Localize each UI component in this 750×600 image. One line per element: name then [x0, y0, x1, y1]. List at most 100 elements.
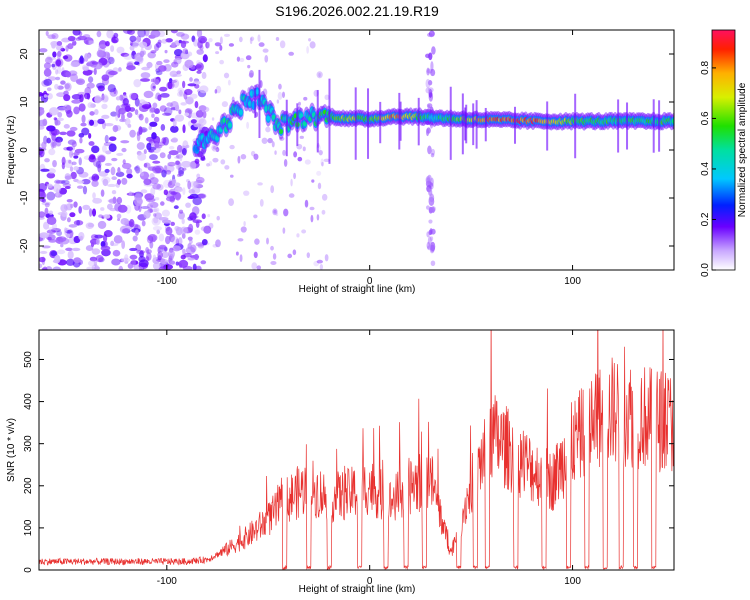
spectrogram-streak: [425, 53, 431, 59]
spectrogram-noise-blob: [178, 237, 183, 246]
spectrogram-noise-blob: [195, 110, 204, 118]
spectrogram-noise-blob: [180, 102, 187, 106]
spectrogram-noise-blob: [277, 91, 283, 100]
spectrogram-noise-blob: [223, 72, 230, 79]
spectrogram-noise-blob: [121, 147, 127, 153]
spectrogram-noise-blob: [124, 105, 132, 112]
spectrogram-noise-blob: [301, 229, 307, 234]
spectrogram-noise-blob: [65, 247, 73, 251]
spectrogram-noise-blob: [97, 155, 106, 163]
spectrogram-noise-blob: [124, 117, 131, 126]
spectrogram-noise-blob: [240, 154, 247, 160]
spectrogram-noise-blob: [151, 113, 155, 118]
spectrogram-noise-blob: [70, 203, 74, 209]
spectrogram-noise-blob: [243, 221, 246, 227]
spectrogram-noise-blob: [129, 254, 138, 260]
spectrogram-noise-blob: [44, 207, 49, 216]
spectrogram-noise-blob: [259, 199, 264, 207]
spectrogram-noise-blob: [56, 236, 67, 242]
spectrogram-noise-blob: [101, 93, 105, 101]
spectrogram-noise-blob: [257, 182, 263, 186]
spectrogram-noise-blob: [94, 234, 104, 239]
spectrogram-noise-blob: [253, 251, 258, 259]
snr-y-tick-label: 200: [23, 477, 34, 494]
spectrogram-noise-blob: [153, 207, 160, 213]
spectrogram-noise-blob: [158, 233, 165, 242]
spectrogram-noise-blob: [139, 50, 145, 58]
spectrogram-noise-blob: [104, 168, 110, 173]
spectrogram-noise-blob: [156, 60, 163, 66]
spectrogram-noise-blob: [108, 143, 117, 152]
spectrogram-noise-blob: [137, 30, 146, 38]
spectrogram-noise-blob: [39, 232, 49, 239]
spectrogram-noise-blob: [197, 243, 205, 249]
spectrogram-noise-blob: [161, 251, 169, 259]
spectrogram-noise-blob: [160, 201, 165, 206]
spectrogram-noise-blob: [302, 146, 306, 152]
spectrogram-noise-blob: [124, 254, 129, 262]
spectrogram-noise-blob: [46, 183, 53, 189]
spectrogram-noise-blob: [173, 48, 183, 57]
spectrogram-noise-blob: [167, 161, 176, 167]
spectrogram-noise-blob: [163, 59, 170, 64]
spectrogram-noise-blob: [92, 192, 96, 200]
spectrogram-noise-blob: [85, 53, 91, 60]
spectrogram-noise-blob: [172, 79, 180, 88]
spectrogram-noise-blob: [170, 221, 175, 226]
spectrogram-noise-blob: [105, 41, 110, 47]
spectrogram-noise-blob: [44, 158, 50, 163]
spectrogram-noise-blob: [144, 117, 149, 124]
spectrogram-noise-blob: [55, 69, 59, 75]
spectrogram-noise-blob: [82, 204, 91, 211]
spectrogram-noise-blob: [101, 114, 110, 119]
spectrogram-noise-blob: [91, 248, 101, 255]
spectrogram-noise-blob: [227, 79, 231, 86]
spectrogram-noise-blob: [220, 159, 226, 165]
spectrogram-noise-blob: [145, 246, 150, 254]
spectrogram-noise-blob: [92, 208, 97, 217]
colorbar-ticks: 0.0 0.2 0.4 0.6 0.8: [700, 61, 716, 277]
spectrogram-noise-blob: [154, 63, 159, 70]
spectrogram-noise-blob: [170, 125, 179, 133]
spectrogram-noise-blob: [245, 55, 252, 61]
spectrogram-noise-blob: [81, 178, 91, 185]
colorbar-tick-label: 0.2: [700, 212, 711, 226]
spectrogram-noise-blob: [71, 99, 82, 104]
spectrogram-noise-blob: [193, 180, 199, 188]
spectrogram-noise-blob: [161, 219, 172, 224]
spectrogram-streak: [425, 87, 431, 94]
spectrogram-noise-blob: [85, 245, 94, 252]
spectrogram-noise-blob: [215, 85, 222, 94]
spectrogram-noise-blob: [223, 33, 231, 38]
spectrogram-noise-blob: [69, 212, 76, 218]
spectrogram-noise-blob: [187, 257, 196, 261]
spectrogram-noise-blob: [187, 195, 195, 200]
spectrogram-noise-blob: [143, 178, 152, 186]
spectrogram-noise-blob: [172, 118, 177, 128]
spectrogram-noise-blob: [208, 160, 213, 167]
spectrogram-x-tick-label: 0: [367, 276, 373, 287]
spectrogram-noise-blob: [278, 83, 282, 90]
spectrogram-noise-blob: [57, 50, 62, 57]
spectrogram-noise-blob: [147, 166, 157, 171]
spectrogram-noise-blob: [203, 225, 212, 234]
spectrogram-noise-blob: [136, 142, 145, 150]
spectrogram-noise-blob: [324, 94, 330, 101]
spectrogram-noise-blob: [78, 157, 82, 166]
spectrogram-noise-blob: [70, 171, 77, 180]
spectrogram-noise-blob: [66, 130, 76, 137]
spectrogram-noise-blob: [171, 61, 179, 68]
spectrogram-noise-blob: [51, 141, 57, 149]
spectrogram-noise-blob: [180, 254, 186, 260]
spectrogram-noise-blob: [139, 171, 150, 180]
spectrogram-noise-blob: [264, 55, 269, 63]
spectrogram-noise-blob: [177, 211, 185, 220]
spectrogram-noise-blob: [78, 206, 82, 214]
spectrogram-noise-blob: [110, 243, 119, 247]
spectrogram-noise-blob: [108, 70, 118, 76]
spectrogram-noise-blob: [89, 111, 95, 116]
spectrogram-noise-blob: [43, 221, 50, 230]
spectrogram-noise-blob: [150, 30, 161, 38]
spectrogram-noise-blob: [54, 254, 61, 264]
spectrogram-noise-blob: [174, 187, 183, 193]
